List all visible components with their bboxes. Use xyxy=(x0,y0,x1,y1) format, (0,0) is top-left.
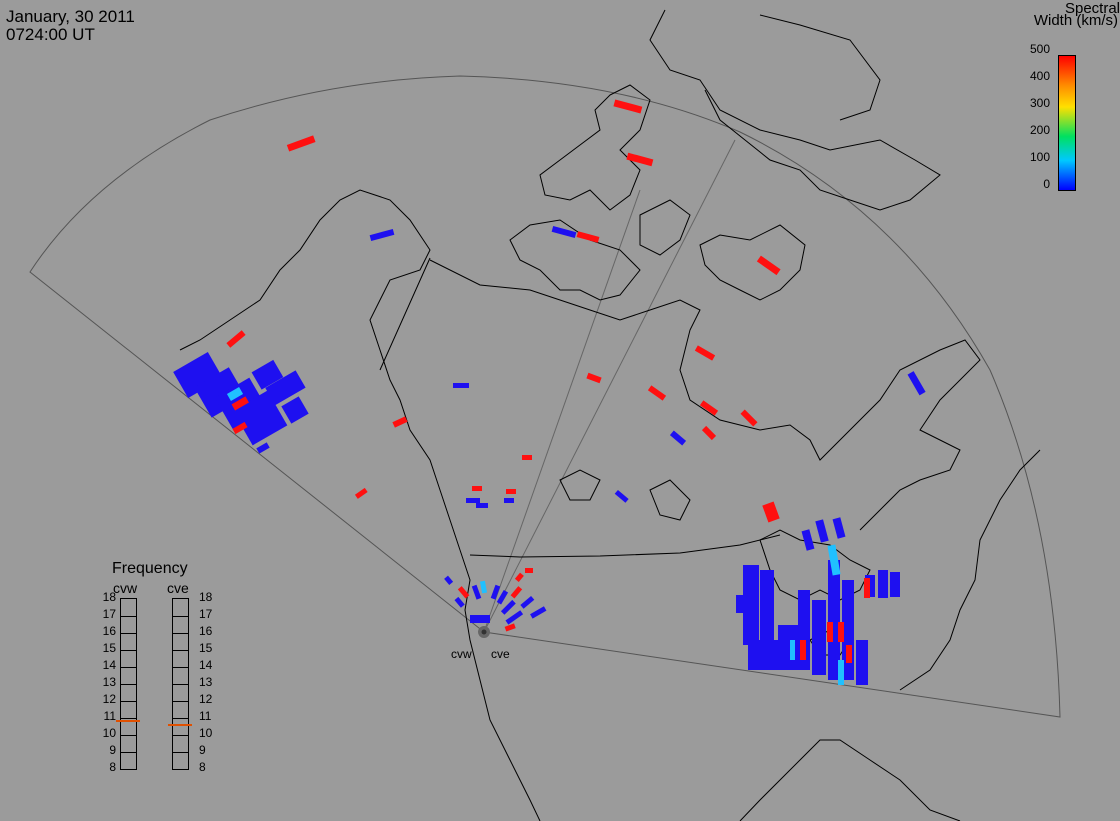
frequency-cell xyxy=(121,616,136,617)
frequency-cell xyxy=(121,633,136,634)
frequency-cell xyxy=(121,735,136,736)
frequency-tick: 10 xyxy=(199,726,213,740)
colorbar-tick: 100 xyxy=(1029,150,1050,164)
frequency-tick: 16 xyxy=(199,624,213,638)
frequency-cell xyxy=(173,616,188,617)
frequency-tick: 9 xyxy=(199,743,206,757)
frequency-tick: 9 xyxy=(109,743,116,757)
frequency-tick: 18 xyxy=(199,590,213,604)
frequency-tick: 17 xyxy=(199,607,213,621)
echo-cell xyxy=(740,409,758,427)
echo-cluster-radar xyxy=(444,568,547,638)
echo-cell xyxy=(226,330,246,348)
date-label: January, 30 2011 xyxy=(6,7,135,26)
echo-cell xyxy=(756,255,781,276)
frequency-radar-left: cvw xyxy=(113,580,138,596)
frequency-tick: 13 xyxy=(102,675,116,689)
time-label: 0724:00 UT xyxy=(6,25,95,44)
echo-cluster-east xyxy=(736,517,900,685)
frequency-tick: 17 xyxy=(102,607,116,621)
frequency-cell xyxy=(173,684,188,685)
colorbar-tick: 300 xyxy=(1029,96,1050,110)
frequency-tick: 18 xyxy=(102,590,116,604)
beam-line-east xyxy=(483,139,736,633)
frequency-tick: 11 xyxy=(103,709,116,723)
echo-cell xyxy=(669,430,687,446)
echo-cell xyxy=(476,503,488,508)
colorbar xyxy=(1058,55,1076,191)
frequency-tick: 16 xyxy=(102,624,116,638)
echo-cell xyxy=(472,486,482,491)
colorbar-tick: 0 xyxy=(1043,177,1050,191)
colorbar-tick: 400 xyxy=(1029,69,1050,83)
frequency-cell xyxy=(173,701,188,702)
colorbar-tick: 500 xyxy=(1029,42,1050,56)
colorbar-title: Spectral xyxy=(1064,0,1120,17)
echo-cell xyxy=(354,487,368,499)
frequency-tick: 12 xyxy=(199,692,213,706)
frequency-tick: 15 xyxy=(102,641,116,655)
frequency-cell xyxy=(173,633,188,634)
echo-cell xyxy=(466,498,480,503)
frequency-tick: 13 xyxy=(199,675,213,689)
echo-cell xyxy=(647,385,667,401)
frequency-tick: 8 xyxy=(199,760,206,774)
coastlines xyxy=(179,9,1041,821)
radar-label-cvw: cvw xyxy=(451,647,472,661)
frequency-tick: 12 xyxy=(102,692,116,706)
echo-cell xyxy=(286,135,316,152)
frequency-tick: 14 xyxy=(199,658,213,672)
echo-cell xyxy=(699,400,719,416)
echo-cell xyxy=(694,345,716,361)
frequency-cell xyxy=(121,752,136,753)
frequency-cell xyxy=(173,752,188,753)
echo-cell xyxy=(506,489,516,494)
echo-cell xyxy=(504,498,514,503)
echo-cell xyxy=(392,416,408,428)
fov-outline xyxy=(29,75,1061,718)
echo-cell xyxy=(626,152,654,167)
frequency-tick: 14 xyxy=(102,658,116,672)
frequency-cell xyxy=(121,701,136,702)
echo-cell xyxy=(907,371,926,396)
beam-line-west xyxy=(483,189,641,633)
colorbar-tick: 200 xyxy=(1029,123,1050,137)
frequency-cell xyxy=(121,684,136,685)
frequency-cell xyxy=(121,650,136,651)
echo-cell xyxy=(551,225,577,239)
frequency-bar-cvw xyxy=(120,598,137,770)
echo-cell xyxy=(522,455,532,460)
echo-cell xyxy=(576,231,600,243)
frequency-cell xyxy=(173,667,188,668)
echo-cluster-west xyxy=(173,352,309,454)
frequency-title: Frequency xyxy=(112,560,188,577)
frequency-bar-cve xyxy=(172,598,189,770)
frequency-cell xyxy=(173,735,188,736)
colorbar-subtitle: Width (km/s) xyxy=(1033,12,1118,29)
echo-cell xyxy=(614,489,629,503)
echo-cell xyxy=(762,501,780,523)
borders xyxy=(379,257,781,558)
frequency-tick: 15 xyxy=(199,641,213,655)
frequency-marker-cvw xyxy=(116,720,140,723)
frequency-cell xyxy=(121,667,136,668)
frequency-tick: 8 xyxy=(109,760,116,774)
echo-cell xyxy=(586,372,602,384)
echo-cell xyxy=(701,425,717,441)
echo-cell xyxy=(453,383,469,388)
frequency-cell xyxy=(121,718,136,719)
echo-cell xyxy=(613,99,643,114)
radar-label-cve: cve xyxy=(491,647,510,661)
echo-cell xyxy=(369,228,395,242)
frequency-cell xyxy=(173,650,188,651)
echoes xyxy=(173,99,926,685)
frequency-marker-cve xyxy=(168,723,192,726)
frequency-radar-right: cve xyxy=(167,580,189,596)
frequency-cell xyxy=(173,718,188,719)
frequency-tick: 10 xyxy=(102,726,116,740)
frequency-tick: 11 xyxy=(199,709,212,723)
